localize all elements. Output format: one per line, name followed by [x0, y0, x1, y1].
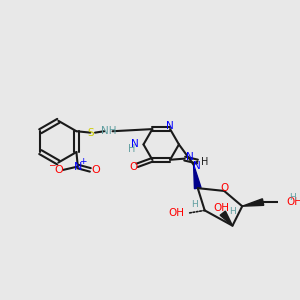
Polygon shape	[242, 199, 264, 206]
Text: O: O	[130, 162, 138, 172]
Text: H: H	[229, 207, 236, 216]
Text: N: N	[166, 121, 174, 131]
Text: H: H	[290, 193, 296, 202]
Text: N: N	[131, 140, 139, 149]
Text: OH: OH	[286, 197, 300, 207]
Text: S: S	[87, 128, 94, 138]
Text: H: H	[128, 144, 135, 154]
Text: OH: OH	[213, 203, 230, 213]
Polygon shape	[194, 164, 201, 189]
Text: +: +	[79, 157, 87, 166]
Text: O: O	[54, 165, 63, 175]
Text: O: O	[91, 165, 100, 175]
Text: N: N	[186, 152, 194, 162]
Text: OH: OH	[169, 208, 185, 218]
Text: H: H	[192, 200, 198, 209]
Text: N: N	[74, 161, 82, 172]
Text: N: N	[193, 161, 201, 171]
Polygon shape	[220, 211, 232, 226]
Text: H: H	[201, 157, 208, 166]
Text: −: −	[48, 160, 56, 169]
Text: O: O	[220, 183, 228, 193]
Text: NH: NH	[100, 126, 116, 136]
